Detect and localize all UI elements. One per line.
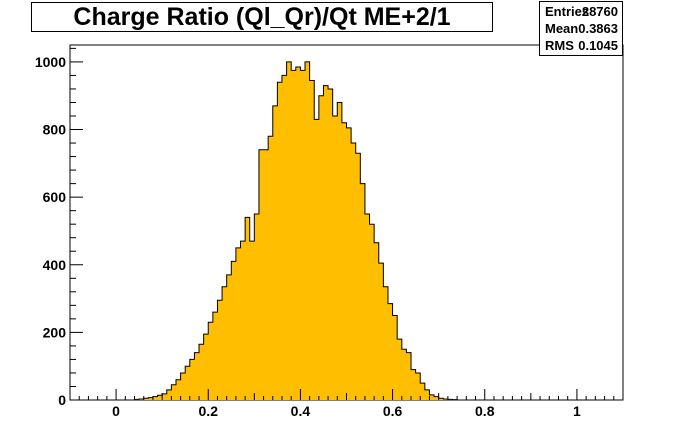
y-tick-label: 800 [43, 122, 67, 138]
stats-mean-label: Mean [545, 21, 579, 36]
histogram-bin [295, 66, 301, 400]
histogram-bin [397, 339, 403, 400]
x-tick-label: 0.8 [475, 403, 495, 419]
histogram-bin [401, 349, 407, 400]
histogram-bin [281, 75, 287, 401]
histogram-bin [139, 398, 145, 400]
histogram-bin [305, 61, 310, 401]
histogram-bin [175, 379, 181, 400]
x-axis: 0 0.2 0.4 0.6 0.8 1 [69, 389, 624, 419]
y-tick-label: 600 [43, 189, 67, 205]
histogram-bin [180, 372, 186, 400]
histogram-bin [222, 286, 227, 400]
histogram-bin [314, 119, 320, 400]
histogram-bin [162, 393, 168, 400]
histogram-bin [263, 149, 269, 400]
stats-row-entries: Entries 28760 [545, 4, 618, 20]
x-tick-label: 0.6 [383, 403, 403, 419]
histogram-bin [378, 263, 384, 400]
histogram-bin [286, 61, 292, 401]
x-tick-label: 0.4 [291, 403, 311, 419]
histogram-bin [424, 389, 430, 400]
histogram-bin [143, 398, 149, 400]
histogram-bin [434, 396, 439, 400]
histogram-bin [387, 303, 393, 400]
chart-title-box: Charge Ratio (Ql_Qr)/Qt ME+2/1 [31, 2, 493, 32]
histogram-bin [166, 389, 172, 400]
histogram-bin [272, 105, 278, 401]
histogram-bin [291, 70, 297, 401]
y-tick-label: 400 [43, 257, 67, 273]
histogram-bin [337, 102, 343, 400]
stats-row-mean: Mean 0.3863 [545, 21, 618, 37]
histogram-bin [231, 261, 237, 400]
histogram-bin [429, 394, 435, 400]
histogram-bin [383, 286, 389, 400]
histogram-bin [226, 274, 232, 400]
histogram-bin [268, 136, 274, 401]
histogram-bin [374, 242, 380, 400]
stats-entries-value: 28760 [581, 4, 618, 19]
histogram-bin [194, 352, 200, 400]
histogram-bin [171, 384, 177, 400]
stats-mean-value: 0.3863 [578, 21, 618, 36]
histogram-bin [189, 359, 195, 400]
stats-box: Entries 28760 Mean 0.3863 RMS 0.1045 [539, 1, 623, 56]
histogram-bin [235, 247, 241, 400]
histogram-bin [300, 70, 306, 401]
histogram-bin [443, 398, 449, 400]
histogram-bin [199, 344, 204, 400]
histogram-bin [369, 224, 375, 400]
y-tick-label: 0 [58, 392, 66, 408]
histogram-bin [157, 395, 163, 400]
histogram-bin [208, 322, 214, 400]
histogram-bin [318, 95, 324, 401]
histogram-bin [254, 214, 260, 400]
x-tick-label: 0.2 [199, 403, 219, 419]
histogram-bin [355, 153, 361, 400]
histogram-bin [360, 183, 366, 400]
histogram-bin [277, 82, 283, 400]
histogram-bin [240, 241, 246, 400]
histogram-bin [341, 122, 347, 400]
histogram-bin [415, 372, 421, 400]
stats-entries-label: Entries [545, 4, 590, 19]
x-tick-label: 1 [573, 403, 581, 419]
histogram-bin [323, 85, 329, 400]
histogram-bin [420, 383, 426, 400]
histogram-bin [212, 312, 218, 400]
chart-title: Charge Ratio (Ql_Qr)/Qt ME+2/1 [73, 2, 451, 31]
histogram-bin [249, 241, 255, 400]
histogram-bin [406, 352, 412, 400]
histogram-bin [328, 88, 333, 400]
y-tick-label: 200 [43, 324, 67, 340]
histogram-bin [258, 149, 264, 400]
histogram-bin [148, 397, 154, 400]
histogram-bin [185, 366, 191, 400]
histogram-bin [309, 80, 315, 400]
stats-rms-label: RMS [545, 38, 574, 53]
histogram-bars [134, 61, 458, 401]
histogram-bin [217, 300, 223, 400]
y-tick-label: 1000 [35, 54, 66, 70]
x-tick-label: 0 [112, 403, 120, 419]
histogram-bin [203, 334, 209, 400]
stats-row-rms: RMS 0.1045 [545, 38, 618, 54]
histogram-bin [364, 214, 370, 400]
histogram-bin [351, 143, 357, 401]
stats-rms-value: 0.1045 [578, 38, 618, 53]
histogram-outline [116, 61, 485, 401]
histogram-bin [438, 398, 444, 400]
histogram-bin [411, 369, 416, 400]
histogram-bin [152, 396, 158, 400]
histogram-bin [392, 315, 398, 400]
histogram-bin [346, 127, 352, 400]
histogram-bin [245, 217, 251, 400]
histogram-bin [332, 116, 338, 400]
y-axis: 0 200 400 600 800 1000 [35, 47, 83, 408]
